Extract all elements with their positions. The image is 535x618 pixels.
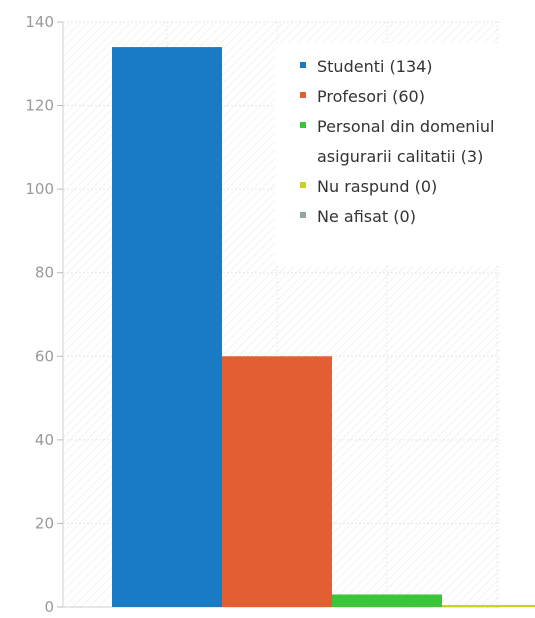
- legend-swatch: [300, 122, 306, 128]
- y-tick-label: 100: [25, 180, 54, 198]
- bar-4[interactable]: [442, 605, 535, 607]
- legend-label: Personal din domeniul: [317, 117, 494, 136]
- bars: [112, 47, 535, 608]
- legend-label: Nu raspund (0): [317, 177, 437, 196]
- y-tick-label: 60: [35, 347, 54, 365]
- legend-swatch: [300, 212, 306, 218]
- y-tick-label: 20: [35, 514, 54, 532]
- legend-box: [275, 43, 503, 266]
- legend-swatch: [300, 182, 306, 188]
- y-tick-label: 120: [25, 97, 54, 115]
- y-axis: 0 20 40 60 80 100 120 140: [25, 13, 500, 616]
- y-tick-label: 140: [25, 13, 54, 31]
- bar-3[interactable]: [332, 594, 442, 607]
- y-tick-label: 40: [35, 431, 54, 449]
- y-tick-label: 0: [44, 598, 54, 614]
- legend-label: asigurarii calitatii (3): [317, 147, 483, 166]
- legend-label: Profesori (60): [317, 87, 425, 106]
- legend: Studenti (134) Profesori (60) Personal din…: [275, 43, 503, 266]
- legend-swatch: [300, 62, 306, 68]
- legend-label: Studenti (134): [317, 57, 433, 76]
- legend-swatch: [300, 92, 306, 98]
- bar-2[interactable]: [222, 356, 332, 607]
- y-tick-label: 80: [35, 264, 54, 282]
- bar-1[interactable]: [112, 47, 222, 608]
- legend-label: Ne afisat (0): [317, 207, 416, 226]
